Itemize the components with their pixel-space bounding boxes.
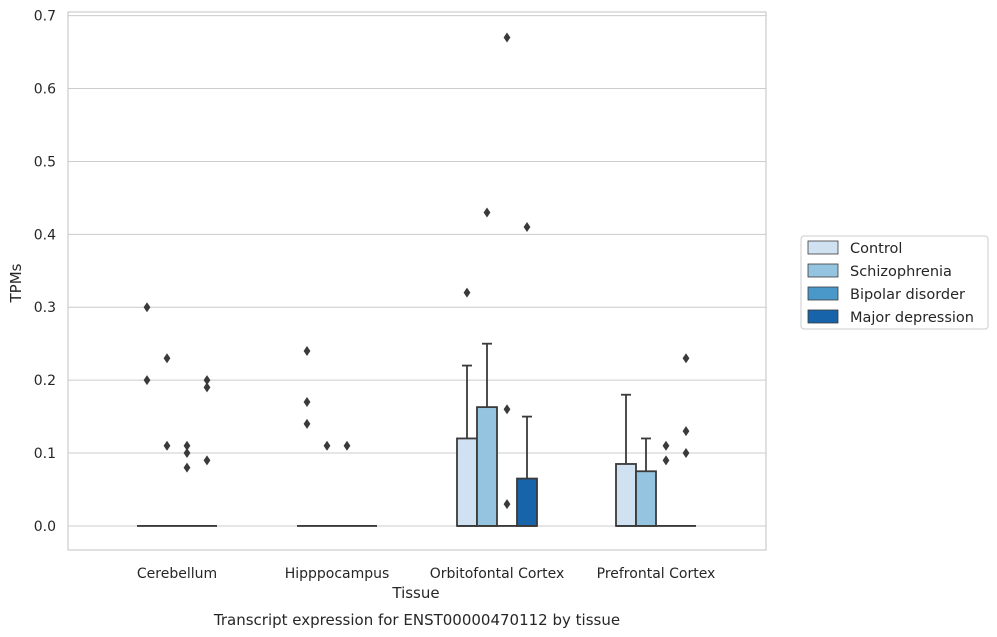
y-tick-label: 0.3: [34, 300, 56, 316]
y-tick-label: 0.7: [34, 9, 56, 25]
x-tick-label: Hipppocampus: [285, 566, 390, 582]
legend-label: Major depression: [850, 310, 974, 326]
outlier-point: [203, 382, 211, 393]
legend-label: Schizophrenia: [850, 264, 952, 280]
outlier-point: [183, 440, 191, 451]
y-tick-label: 0.1: [34, 446, 56, 462]
legend-swatch: [807, 240, 839, 255]
outlier-point: [163, 353, 171, 364]
outlier-point: [343, 440, 351, 451]
outlier-point: [662, 440, 670, 451]
legend-label: Bipolar disorder: [850, 287, 965, 303]
legend-swatch: [807, 286, 839, 301]
outlier-point: [143, 375, 151, 386]
x-tick-label: Orbitofontal Cortex: [430, 566, 565, 582]
outlier-point: [682, 353, 690, 364]
y-tick-label: 0.6: [34, 82, 56, 98]
y-tick-label: 0.5: [34, 154, 56, 170]
outlier-point: [163, 440, 171, 451]
outlier-point: [503, 32, 511, 43]
outlier-point: [503, 499, 511, 510]
outlier-point: [303, 397, 311, 408]
outlier-point: [183, 448, 191, 459]
plot-area: [67, 11, 767, 551]
outlier-point: [183, 462, 191, 473]
box: [476, 406, 498, 527]
legend-label: Control: [850, 241, 902, 257]
outlier-point: [203, 375, 211, 386]
outlier-point: [523, 222, 531, 233]
y-tick-label: 0.2: [34, 373, 56, 389]
outlier-point: [483, 207, 491, 218]
box: [456, 437, 478, 527]
legend-swatch: [807, 263, 839, 278]
legend-frame: [800, 235, 989, 330]
y-axis-ticks: 0.0 0.1 0.2 0.3 0.4 0.5 0.6 0.7: [34, 9, 56, 535]
x-tick-label: Cerebellum: [137, 566, 217, 582]
outlier-point: [682, 426, 690, 437]
box: [635, 470, 657, 527]
box-series: [137, 32, 696, 527]
legend-swatch: [807, 309, 839, 324]
outlier-point: [662, 455, 670, 466]
y-axis-label: TPMs: [7, 263, 25, 303]
outlier-point: [303, 418, 311, 429]
outlier-point: [303, 345, 311, 356]
outlier-point: [323, 440, 331, 451]
outlier-point: [682, 448, 690, 459]
box: [516, 477, 538, 527]
outlier-point: [503, 404, 511, 415]
x-axis-label: Tissue: [391, 584, 439, 602]
legend: Control Schizophrenia Bipolar disorder Majo…: [800, 235, 989, 330]
outlier-point: [143, 302, 151, 313]
y-tick-label: 0.0: [34, 519, 56, 535]
y-tick-label: 0.4: [34, 227, 56, 243]
x-tick-label: Prefrontal Cortex: [597, 566, 716, 582]
outlier-point: [203, 455, 211, 466]
x-axis-ticks: Cerebellum Hipppocampus Orbitofontal Corte…: [137, 566, 715, 582]
chart-caption: Transcript expression for ENST0000047011…: [213, 611, 620, 629]
box: [615, 463, 637, 527]
outlier-point: [463, 287, 471, 298]
